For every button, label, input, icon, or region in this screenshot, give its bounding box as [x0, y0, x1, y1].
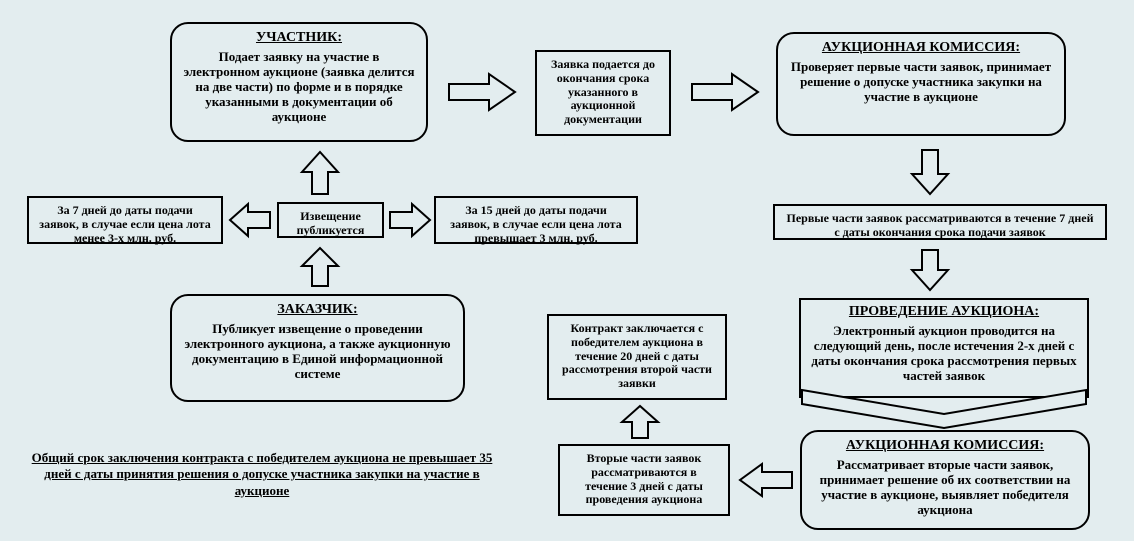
- deadline-body: Заявка подается до окончания срока указа…: [547, 58, 659, 127]
- arrow-firstparts-to-auction: [910, 248, 950, 292]
- arrow-deadline-to-commission1: [690, 72, 760, 112]
- node-commission2: АУКЦИОННАЯ КОМИССИЯ: Рассматривает вторы…: [800, 430, 1090, 530]
- node-fifteen-days: За 15 дней до даты подачи заявок, в случ…: [434, 196, 638, 244]
- arrow-notice-to-fifteen: [388, 202, 432, 238]
- customer-title: ЗАКАЗЧИК:: [182, 302, 453, 318]
- arrow-participant-to-deadline: [447, 72, 517, 112]
- arrow-commission1-to-firstparts: [910, 148, 950, 196]
- commission2-title: АУКЦИОННАЯ КОМИССИЯ:: [812, 438, 1078, 454]
- fifteen-days-body: За 15 дней до даты подачи заявок, в случ…: [446, 204, 626, 245]
- footnote: Общий срок заключения контракта с победи…: [27, 450, 497, 499]
- participant-title: УЧАСТНИК:: [182, 30, 416, 46]
- node-commission1: АУКЦИОННАЯ КОМИССИЯ: Проверяет первые ча…: [776, 32, 1066, 136]
- arrow-secondparts-to-contract: [620, 404, 660, 440]
- node-first-parts: Первые части заявок рассматриваются в те…: [773, 204, 1107, 240]
- node-auction: ПРОВЕДЕНИЕ АУКЦИОНА: Электронный аукцион…: [799, 298, 1089, 398]
- arrow-commission2-to-secondparts: [738, 462, 794, 498]
- node-contract: Контракт заключается с победителем аукци…: [547, 314, 727, 400]
- node-participant: УЧАСТНИК: Подает заявку на участие в эле…: [170, 22, 428, 142]
- notice-body: Извещение публикуется: [289, 210, 372, 238]
- node-deadline: Заявка подается до окончания срока указа…: [535, 50, 671, 136]
- contract-body: Контракт заключается с победителем аукци…: [559, 322, 715, 391]
- auction-title: ПРОВЕДЕНИЕ АУКЦИОНА:: [811, 304, 1077, 320]
- node-second-parts: Вторые части заявок рассматриваются в те…: [558, 444, 730, 516]
- arrow-notice-to-seven: [228, 202, 272, 238]
- first-parts-body: Первые части заявок рассматриваются в те…: [785, 212, 1095, 240]
- node-seven-days: За 7 дней до даты подачи заявок, в случа…: [27, 196, 223, 244]
- auction-body: Электронный аукцион проводится на следую…: [811, 324, 1077, 384]
- seven-days-body: За 7 дней до даты подачи заявок, в случа…: [39, 204, 211, 245]
- node-customer: ЗАКАЗЧИК: Публикует извещение о проведен…: [170, 294, 465, 402]
- commission2-body: Рассматривает вторые части заявок, прини…: [812, 458, 1078, 518]
- customer-body: Публикует извещение о проведении электро…: [182, 322, 453, 382]
- arrow-customer-to-notice: [300, 246, 340, 288]
- participant-body: Подает заявку на участие в электронном а…: [182, 50, 416, 125]
- second-parts-body: Вторые части заявок рассматриваются в те…: [570, 452, 718, 507]
- arrow-auction-to-commission2: [800, 390, 1088, 430]
- node-notice: Извещение публикуется: [277, 202, 384, 238]
- commission1-title: АУКЦИОННАЯ КОМИССИЯ:: [788, 40, 1054, 56]
- commission1-body: Проверяет первые части заявок, принимает…: [788, 60, 1054, 105]
- arrow-notice-to-participant: [300, 150, 340, 196]
